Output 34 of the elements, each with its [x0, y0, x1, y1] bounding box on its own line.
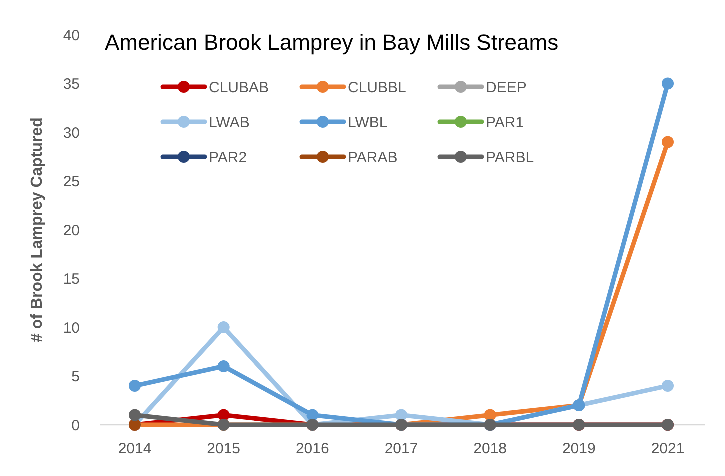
- point: [218, 322, 230, 334]
- point: [129, 409, 141, 422]
- y-tick-label: 5: [72, 368, 80, 386]
- legend-label: PARAB: [348, 149, 398, 166]
- x-tick-label: 2016: [296, 440, 330, 458]
- point: [218, 360, 230, 372]
- legend-label: PARBL: [486, 149, 534, 166]
- point: [662, 380, 674, 392]
- y-tick-label: 30: [63, 124, 80, 142]
- point: [662, 136, 674, 148]
- point: [129, 380, 141, 392]
- x-tick-label: 2018: [474, 440, 508, 458]
- x-tick-label: 2021: [651, 440, 685, 458]
- x-tick-label: 2019: [562, 440, 596, 458]
- point: [662, 78, 674, 90]
- y-tick-label: 25: [63, 174, 80, 190]
- legend-label: LWBL: [348, 114, 388, 132]
- y-axis-title: # of Brook Lamprey Captured: [29, 118, 46, 342]
- chart-title: American Brook Lamprey in Bay Mills Streams: [105, 30, 559, 55]
- legend-label: CLUBBL: [348, 79, 406, 96]
- legend-label: DEEP: [486, 79, 527, 96]
- x-tick-label: 2014: [118, 440, 152, 458]
- legend-label: CLUBAB: [209, 79, 270, 96]
- y-tick-label: 40: [63, 27, 80, 44]
- x-tick-label: 2017: [384, 440, 418, 458]
- x-tick-label: 2015: [207, 440, 241, 458]
- y-tick-label: 20: [63, 222, 80, 240]
- y-tick-label: 35: [63, 76, 80, 93]
- y-tick-label: 15: [63, 271, 80, 288]
- y-tick-label: 0: [72, 417, 80, 434]
- legend-label: LWAB: [209, 114, 250, 132]
- legend-label: PAR1: [486, 114, 524, 132]
- y-tick-label: 10: [63, 320, 80, 337]
- legend-label: PAR2: [209, 149, 248, 166]
